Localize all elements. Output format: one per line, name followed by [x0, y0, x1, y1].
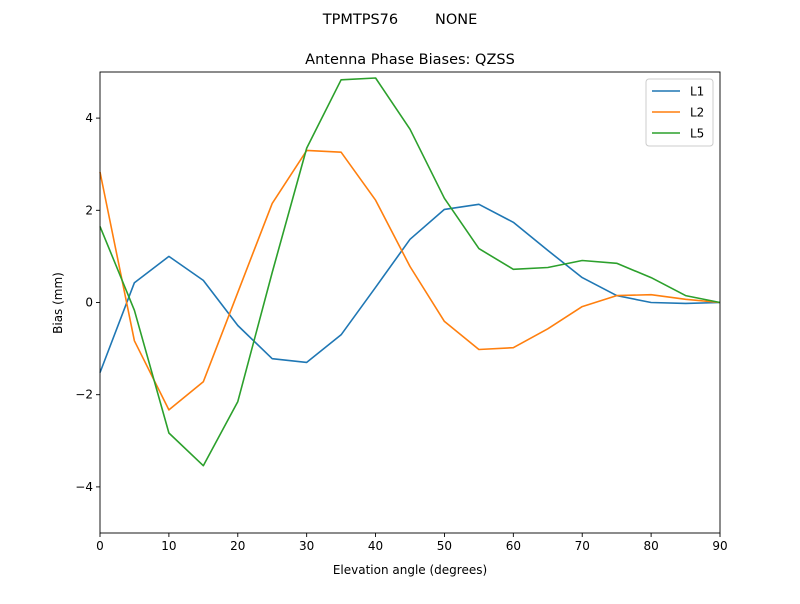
chart-title: Antenna Phase Biases: QZSS [305, 52, 515, 68]
x-tick-label: 30 [299, 539, 314, 553]
x-tick-label: 60 [506, 539, 521, 553]
y-tick-label: −4 [75, 480, 93, 494]
legend: L1 L2 L5 [645, 78, 714, 147]
x-tick-label: 0 [96, 539, 104, 553]
x-tick-label: 40 [368, 539, 383, 553]
plot-area: 0 10 20 30 40 50 60 70 80 90 −4 −2 0 2 4 [75, 71, 728, 553]
x-tick-label: 90 [712, 539, 727, 553]
x-tick-label: 70 [575, 539, 590, 553]
series-line-l5 [99, 77, 721, 467]
y-tick-label: 2 [85, 203, 93, 217]
suptitle: TPMTPS76 NONE [322, 12, 478, 28]
y-tick-label: 4 [85, 111, 93, 125]
x-tick-label: 50 [437, 539, 452, 553]
x-tick-label: 80 [643, 539, 658, 553]
y-tick-label: −2 [75, 388, 93, 402]
series-line-l2 [99, 149, 721, 411]
x-axis-label: Elevation angle (degrees) [333, 563, 487, 577]
x-tick-label: 20 [230, 539, 245, 553]
legend-label-l1: L1 [690, 85, 704, 99]
legend-label-l5: L5 [690, 127, 704, 141]
y-tick-label: 0 [85, 296, 93, 310]
y-axis-label: Bias (mm) [51, 272, 65, 334]
legend-label-l2: L2 [690, 106, 704, 120]
x-tick-label: 10 [161, 539, 176, 553]
